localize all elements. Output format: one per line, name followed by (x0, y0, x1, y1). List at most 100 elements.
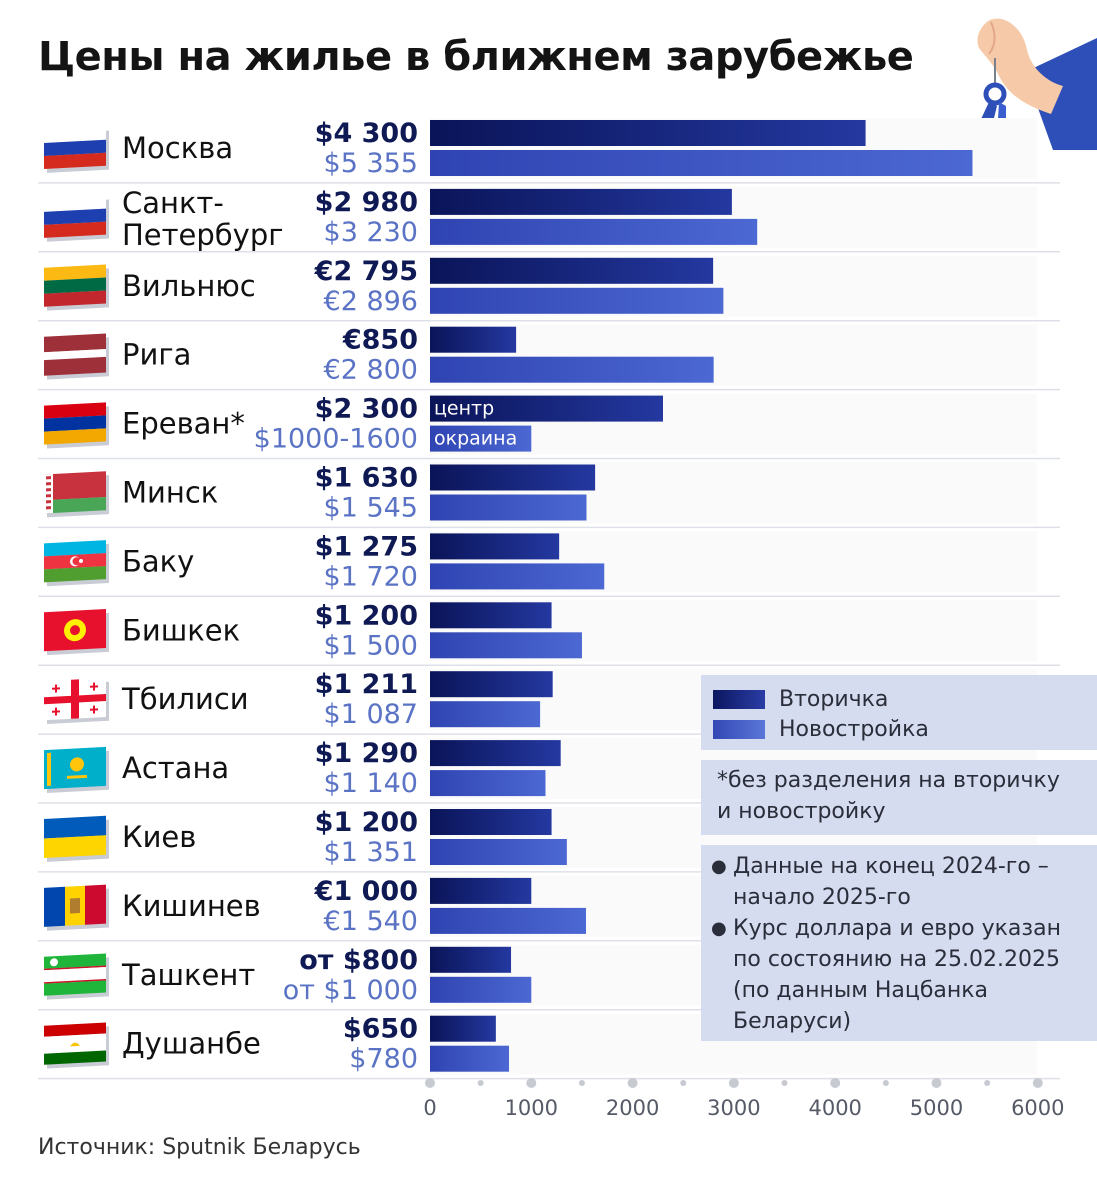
footnote-box: *без разделения на вторичку и новостройк… (701, 760, 1097, 835)
value-label-secondary: $4 300 (315, 118, 418, 149)
flag-stripe (44, 356, 106, 376)
city-label: Тбилиси (121, 682, 249, 716)
flag-emblem (50, 958, 58, 967)
value-label-secondary: $650 (343, 1014, 418, 1045)
flag-stripe (44, 290, 106, 307)
flag-stripe (93, 682, 95, 691)
legend-swatch-new (713, 719, 765, 739)
bar-new (430, 150, 973, 176)
city-label: Душанбе (122, 1027, 261, 1061)
flag-stripe (44, 496, 106, 514)
value-label-secondary: $2 300 (315, 394, 418, 425)
chart-row: Санкт-Петербург $2 980$3 230 (38, 186, 1060, 253)
value-label-new: €2 896 (324, 286, 418, 317)
city-label: Астана (122, 751, 229, 785)
flag-emblem (70, 1042, 80, 1047)
flag-stripe (47, 752, 51, 786)
bar-secondary (430, 464, 596, 491)
bar-new (430, 218, 758, 245)
bar-new (430, 701, 541, 728)
value-label-secondary: €1 000 (314, 876, 418, 907)
flag-stripe (44, 415, 106, 432)
bar-note-new: окраина (434, 428, 517, 450)
city-label: Киев (122, 820, 196, 854)
armenia-flag-icon (44, 402, 109, 449)
value-label-secondary: €2 795 (314, 256, 418, 287)
city-label-line: Вильнюс (122, 269, 256, 303)
footnote-text: *без разделения на вторичку и новостройк… (717, 768, 1060, 824)
bar-secondary (430, 395, 663, 422)
city-label: Вильнюс (122, 269, 256, 303)
kazakhstan-flag-icon (44, 746, 109, 793)
flag-stripe (67, 774, 87, 779)
bar-new (430, 907, 587, 934)
flag-stripe (44, 139, 106, 156)
bar-secondary (430, 946, 512, 973)
value-label-new: от $1 000 (283, 975, 418, 1006)
chart-row: Вильнюс €2 795€2 896 (38, 256, 1060, 322)
bar-new (430, 770, 546, 797)
flag-stripe (44, 264, 106, 281)
source-note: Источник: Sputnik Беларусь (38, 1135, 361, 1160)
flag-stripe (44, 195, 106, 212)
uzbekistan-flag-icon (44, 953, 109, 1000)
city-label: Минск (122, 476, 218, 510)
note-text: Данные на конец 2024-го – начало 2025-го (733, 854, 1049, 910)
x-tick-label: 2000 (606, 1096, 659, 1120)
bar-secondary (430, 120, 866, 146)
flag-stripe (44, 1022, 106, 1037)
bar-secondary (430, 188, 732, 215)
axis-tick-dot (830, 1078, 841, 1088)
axis-tick-dot (1032, 1078, 1043, 1088)
legend-label-new: Новостройка (779, 716, 929, 742)
flag-stripe (44, 835, 106, 858)
flag-stripe (44, 540, 106, 557)
bar-new (430, 494, 587, 521)
axis-tick-dot (425, 1078, 435, 1088)
bar-new (430, 287, 724, 314)
city-label-line: Санкт- (122, 186, 224, 220)
flag-emblem (70, 757, 84, 772)
value-label-new: $1 087 (324, 699, 418, 730)
axis-tick-dot (882, 1080, 889, 1086)
value-label-new: $1 720 (324, 561, 418, 592)
value-label-new: $5 355 (324, 148, 418, 179)
flag-stripe (46, 506, 51, 510)
value-label-new: $1 140 (324, 768, 418, 799)
axis-tick-dot (627, 1078, 638, 1088)
bar-secondary (430, 809, 552, 835)
city-label-line: Душанбе (122, 1027, 261, 1061)
bar-secondary (430, 877, 532, 904)
value-label-new: $3 230 (324, 217, 418, 248)
bar-secondary (430, 533, 560, 560)
value-label-new: $1000-1600 (254, 424, 418, 455)
value-label-new: €1 540 (324, 906, 418, 937)
flag-stripe (44, 471, 106, 501)
flag-emblem (72, 557, 81, 566)
flag-stripe (44, 953, 106, 969)
legend: Вторичка Новостройка (701, 675, 1097, 750)
value-label-new: €2 800 (324, 355, 418, 386)
city-label: Баку (122, 544, 194, 578)
flag-stripe (44, 693, 106, 705)
flag-stripe (85, 884, 106, 925)
city-label-line: Ереван* (122, 407, 245, 441)
city-label: Ереван* (122, 407, 245, 441)
chart-row: Ереван* $2 300$1000-1600 центр окраина (38, 393, 1060, 460)
flag-stripe (44, 152, 106, 169)
flag-stripe (44, 953, 106, 957)
bar-secondary (430, 740, 561, 767)
moldova-flag-icon (44, 884, 109, 931)
legend-item-new: Новостройка (713, 714, 1085, 744)
city-label-line: Киев (122, 820, 196, 854)
x-tick-label: 5000 (910, 1096, 963, 1120)
flag-stripe (46, 476, 51, 480)
chart-title: Цены на жилье в ближнем зарубежье (38, 34, 914, 80)
value-label-secondary: $1 290 (315, 738, 418, 769)
flag-stripe (93, 705, 95, 714)
value-label-secondary: от $800 (299, 945, 418, 976)
city-label: Ташкент (121, 958, 255, 992)
value-label-secondary: $2 980 (315, 187, 418, 218)
value-label-secondary: €850 (342, 325, 418, 356)
flag-stripe (46, 494, 51, 498)
